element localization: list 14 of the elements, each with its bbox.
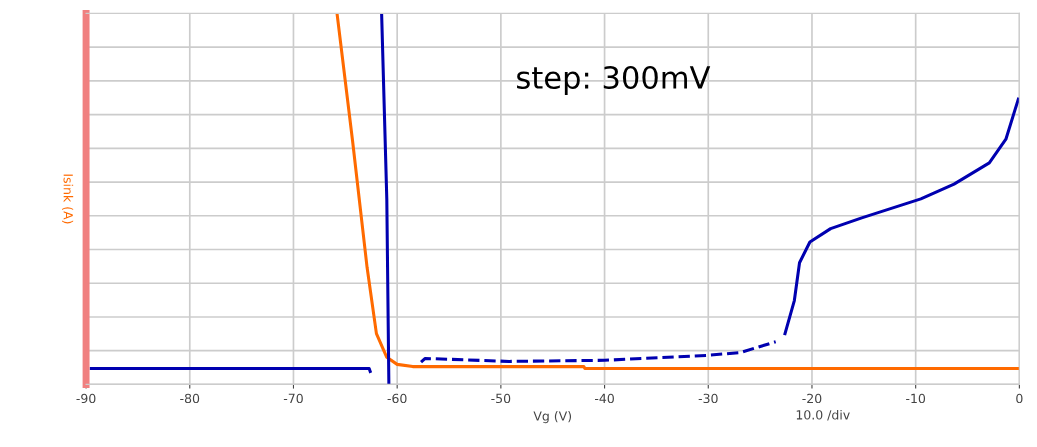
- x-axis-title: Vg (V): [533, 411, 572, 424]
- x-tick-label: 0: [1016, 393, 1023, 404]
- x-tick-label: -10: [906, 393, 926, 404]
- annotation: step: 300mV: [517, 65, 711, 95]
- x-tick-label: -50: [491, 393, 511, 404]
- x-tick-label: -20: [802, 393, 822, 404]
- x-tick-label: -40: [594, 393, 614, 404]
- x-tick-label: -70: [283, 393, 303, 404]
- x-tick-label: -30: [698, 393, 718, 404]
- x-tick-label: -80: [180, 393, 200, 404]
- x-tick-label: -60: [387, 393, 407, 404]
- text: 10.0 /div: [796, 409, 850, 421]
- y-axis-title: Isink (A): [62, 174, 74, 224]
- x-tick-label: -90: [76, 393, 96, 404]
